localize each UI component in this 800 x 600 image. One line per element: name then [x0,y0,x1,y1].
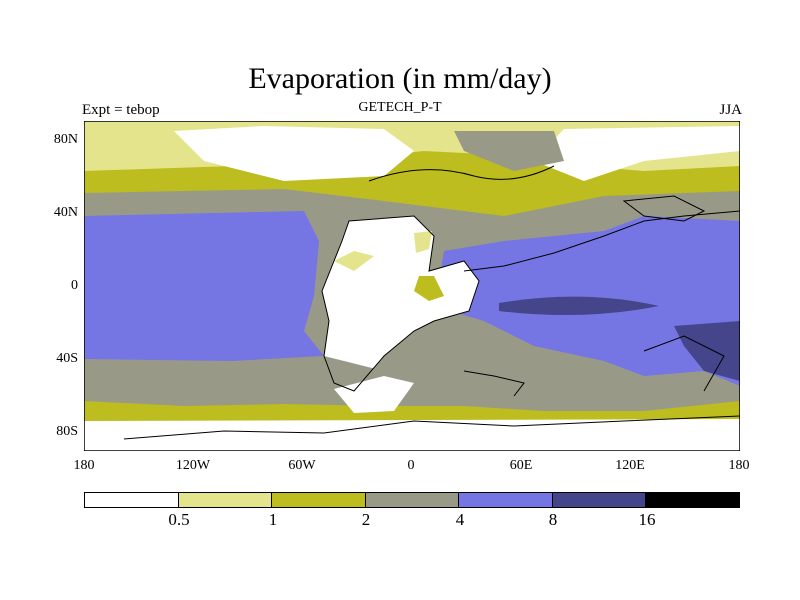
lon-tick-0: 0 [407,458,415,473]
colorbar-label: 2 [361,510,371,529]
colorbar-cell [178,493,273,507]
colorbar-cell [552,493,647,507]
lat-tick-80s: 80S [56,424,78,439]
lon-tick-180w: 180 [73,458,95,473]
lat-tick-0: 0 [71,278,78,293]
lat-tick-40n: 40N [53,205,78,220]
lon-tick-120w: 120W [175,458,211,473]
colorbar-cell [365,493,460,507]
colorbar-cell [85,493,179,507]
colorbar-cell [646,493,740,507]
colorbar [84,492,740,508]
evaporation-map [84,121,740,451]
colorbar-label: 8 [548,510,558,529]
lon-tick-60w: 60W [288,458,316,473]
lon-tick-60e: 60E [509,458,533,473]
colorbar-label: 0.5 [168,510,190,529]
lat-tick-80n: 80N [53,132,78,147]
colorbar-label: 4 [455,510,465,529]
dataset-label: GETECH_P-T [358,100,442,115]
colorbar-label: 16 [638,510,656,529]
colorbar-label: 1 [268,510,278,529]
season-label: JJA [719,102,742,118]
colorbar-cell [272,493,366,507]
lon-tick-120e: 120E [615,458,645,473]
colorbar-cell [459,493,553,507]
lon-tick-180e: 180 [728,458,750,473]
map-title: Evaporation (in mm/day) [248,62,552,95]
experiment-label: Expt = tebop [82,102,160,118]
lat-tick-40s: 40S [56,351,78,366]
